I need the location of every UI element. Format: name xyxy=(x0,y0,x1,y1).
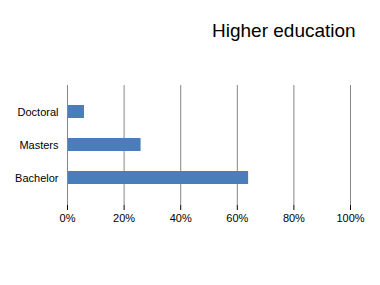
svg-text:20%: 20% xyxy=(113,212,135,224)
svg-text:60%: 60% xyxy=(226,212,248,224)
svg-text:100%: 100% xyxy=(336,212,364,224)
svg-text:Masters: Masters xyxy=(19,139,59,151)
svg-text:40%: 40% xyxy=(170,212,192,224)
svg-text:80%: 80% xyxy=(283,212,305,224)
svg-text:Doctoral: Doctoral xyxy=(18,106,59,118)
html-text:Higher education: Higher education xyxy=(212,20,356,41)
svg-text:0%: 0% xyxy=(60,212,76,224)
svg-text:Bachelor: Bachelor xyxy=(15,172,59,184)
